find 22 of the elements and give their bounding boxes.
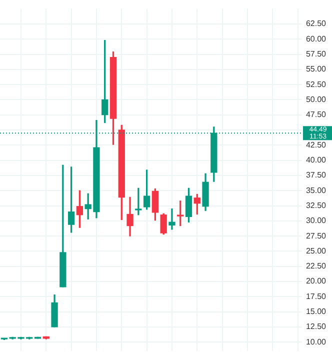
y-tick-label: 35.00 xyxy=(306,186,327,195)
y-tick-label: 37.50 xyxy=(306,170,327,180)
y-tick-label: 25.00 xyxy=(306,246,327,256)
candlestick xyxy=(168,208,176,230)
y-tick-label: 12.50 xyxy=(306,322,327,332)
y-tick-label: 22.50 xyxy=(306,262,327,271)
y-tick-label: 27.50 xyxy=(306,231,327,240)
y-tick-label: 42.50 xyxy=(306,140,327,150)
y-tick-label: 10.00 xyxy=(306,337,327,346)
y-tick-label: 20.00 xyxy=(306,276,327,286)
y-tick-label: 55.00 xyxy=(306,64,327,74)
y-tick-label: 30.00 xyxy=(306,216,327,226)
y-tick-label: 17.50 xyxy=(306,292,327,301)
y-tick-label: 57.50 xyxy=(306,49,327,58)
y-tick-label: 60.00 xyxy=(306,34,327,44)
y-tick-label: 40.00 xyxy=(306,156,327,165)
y-tick-label: 50.00 xyxy=(306,94,327,104)
y-tick-label: 32.50 xyxy=(306,200,327,210)
y-tick-label: 47.50 xyxy=(306,110,327,120)
y-tick-label: 62.50 xyxy=(306,19,327,28)
y-tick-label: 52.50 xyxy=(306,80,327,89)
y-tick-label: 15.00 xyxy=(306,307,327,316)
